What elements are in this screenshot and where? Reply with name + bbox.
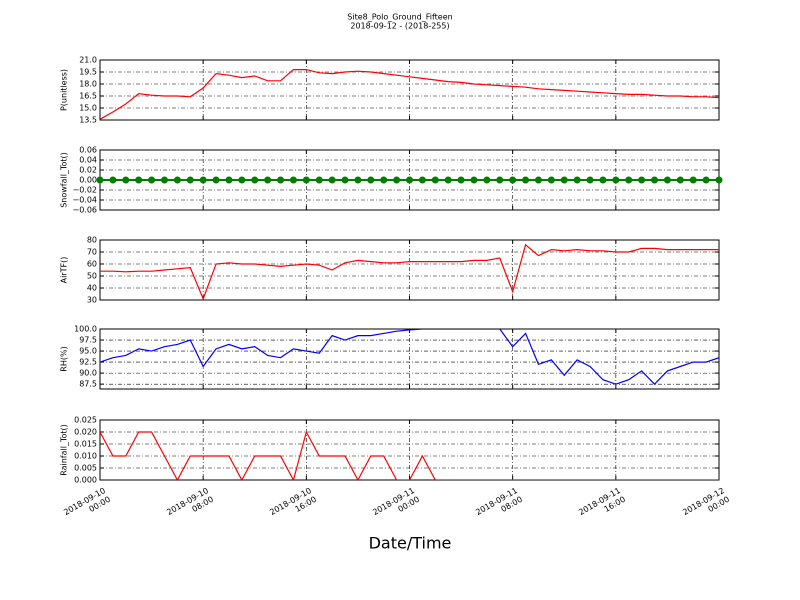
- y-tick-label: 60: [87, 260, 97, 269]
- data-line: [100, 430, 719, 480]
- x-axis-label: Date/Time: [369, 534, 452, 553]
- y-tick-label: 92.5: [79, 358, 97, 367]
- data-point: [212, 176, 220, 184]
- data-point: [96, 176, 104, 184]
- data-point: [354, 176, 362, 184]
- y-tick-label: 50: [87, 272, 97, 281]
- data-point: [496, 176, 504, 184]
- data-point: [148, 176, 156, 184]
- y-tick-label: −0.06: [72, 206, 97, 215]
- y-tick-label: 0.015: [74, 440, 97, 449]
- y-tick-label: −0.04: [72, 196, 97, 205]
- data-point: [534, 176, 542, 184]
- y-tick-label: 0.06: [79, 146, 97, 155]
- data-point: [522, 176, 530, 184]
- data-point: [251, 176, 259, 184]
- y-tick-label: 97.5: [79, 336, 97, 345]
- data-point: [431, 176, 439, 184]
- data-point: [586, 176, 594, 184]
- data-point: [651, 176, 659, 184]
- y-tick-label: 18.0: [79, 80, 97, 89]
- data-point: [328, 176, 336, 184]
- data-point: [393, 176, 401, 184]
- y-tick-label: 0.005: [74, 464, 97, 473]
- data-point: [109, 176, 117, 184]
- data-point: [509, 176, 517, 184]
- data-point: [135, 176, 143, 184]
- data-point: [715, 176, 723, 184]
- y-tick-label: 0.010: [74, 452, 97, 461]
- y-tick-label: 30: [87, 296, 97, 305]
- data-point: [160, 176, 168, 184]
- data-point: [573, 176, 581, 184]
- y-tick-label: 70: [87, 248, 97, 257]
- data-line: [100, 329, 719, 386]
- y-axis-label: RH(%): [60, 346, 69, 371]
- data-point: [264, 176, 272, 184]
- data-point: [560, 176, 568, 184]
- data-point: [225, 176, 233, 184]
- y-axis-label: Rainfall_Tot(): [60, 424, 69, 476]
- y-tick-label: −0.02: [72, 186, 97, 195]
- data-point: [122, 176, 130, 184]
- data-point: [638, 176, 646, 184]
- data-point: [470, 176, 478, 184]
- y-tick-label: 0.000: [74, 476, 97, 485]
- y-tick-label: 90.0: [79, 369, 97, 378]
- data-point: [238, 176, 246, 184]
- y-tick-label: 19.5: [79, 68, 97, 77]
- y-tick-label: 0.02: [79, 166, 97, 175]
- data-point: [444, 176, 452, 184]
- data-point: [418, 176, 426, 184]
- data-point: [199, 176, 207, 184]
- y-tick-label: 100.0: [74, 325, 97, 334]
- y-tick-label: 0.04: [79, 156, 97, 165]
- data-point: [315, 176, 323, 184]
- data-line: [100, 243, 719, 300]
- data-point: [173, 176, 181, 184]
- chart-subtitle: 2018-09-12 - (2018-255): [350, 22, 449, 31]
- chart-title: Site8_Polo_Ground_Fifteen: [347, 13, 452, 22]
- data-point: [289, 176, 297, 184]
- data-point: [599, 176, 607, 184]
- y-tick-label: 15.0: [79, 104, 97, 113]
- y-tick-label: 0.00: [79, 176, 97, 185]
- data-point: [689, 176, 697, 184]
- y-tick-label: 40: [87, 284, 97, 293]
- data-point: [367, 176, 375, 184]
- data-point: [380, 176, 388, 184]
- y-tick-label: 16.5: [79, 92, 97, 101]
- data-point: [547, 176, 555, 184]
- data-point: [406, 176, 413, 184]
- y-tick-label: 0.020: [74, 428, 97, 437]
- data-point: [612, 176, 620, 184]
- y-tick-label: 87.5: [79, 380, 97, 389]
- data-point: [483, 176, 491, 184]
- data-point: [625, 176, 633, 184]
- data-point: [186, 176, 194, 184]
- y-tick-label: 13.5: [79, 116, 97, 125]
- y-tick-label: 80: [87, 236, 97, 245]
- data-point: [277, 176, 285, 184]
- y-tick-label: 21.0: [79, 56, 97, 65]
- data-point: [457, 176, 465, 184]
- data-point: [341, 176, 349, 184]
- y-axis-label: Snowfall_Tot(): [60, 152, 69, 208]
- data-point: [676, 176, 684, 184]
- y-axis-label: P(unitless): [60, 69, 69, 111]
- data-point: [302, 176, 310, 184]
- data-point: [702, 176, 710, 184]
- y-axis-label: AirTF(): [60, 257, 69, 284]
- data-point: [663, 176, 671, 184]
- y-tick-label: 0.025: [74, 416, 97, 425]
- data-line: [100, 69, 719, 120]
- y-tick-label: 95.0: [79, 347, 97, 356]
